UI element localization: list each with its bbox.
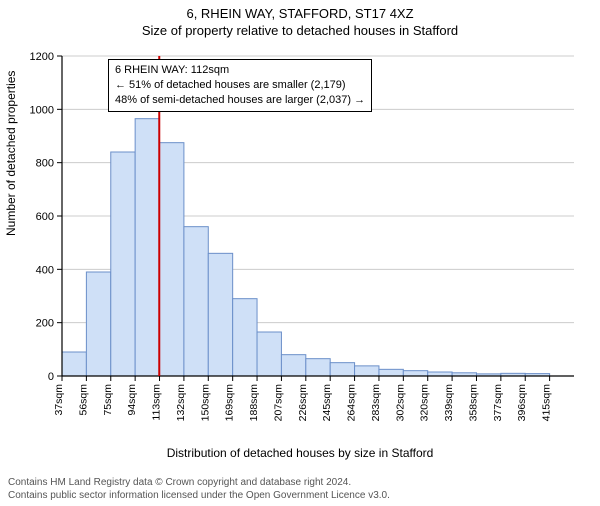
title-main: 6, RHEIN WAY, STAFFORD, ST17 4XZ [0,6,600,21]
svg-text:94sqm: 94sqm [126,384,138,416]
svg-text:1200: 1200 [30,51,54,63]
svg-text:169sqm: 169sqm [224,384,236,422]
svg-text:200: 200 [36,318,54,330]
svg-text:37sqm: 37sqm [53,384,65,416]
footer: Contains HM Land Registry data © Crown c… [8,477,592,502]
x-axis-label: Distribution of detached houses by size … [0,446,600,460]
svg-text:264sqm: 264sqm [346,384,358,422]
svg-text:339sqm: 339sqm [443,384,455,422]
svg-text:0: 0 [48,371,54,383]
svg-text:132sqm: 132sqm [175,384,187,422]
svg-text:226sqm: 226sqm [297,384,309,422]
svg-text:600: 600 [36,211,54,223]
info-box: 6 RHEIN WAY: 112sqm ← 51% of detached ho… [108,59,372,112]
svg-text:320sqm: 320sqm [419,384,431,422]
svg-text:56sqm: 56sqm [77,384,89,416]
info-box-line3: 48% of semi-detached houses are larger (… [115,93,365,108]
svg-text:188sqm: 188sqm [248,384,260,422]
footer-line2: Contains public sector information licen… [8,490,592,503]
svg-text:415sqm: 415sqm [541,384,553,422]
svg-text:207sqm: 207sqm [272,384,284,422]
svg-text:75sqm: 75sqm [102,384,114,416]
svg-text:400: 400 [36,264,54,276]
footer-line1: Contains HM Land Registry data © Crown c… [8,477,592,490]
svg-text:302sqm: 302sqm [394,384,406,422]
svg-text:283sqm: 283sqm [370,384,382,422]
svg-text:800: 800 [36,158,54,170]
info-box-line1: 6 RHEIN WAY: 112sqm [115,63,365,78]
svg-text:396sqm: 396sqm [516,384,528,422]
svg-text:358sqm: 358sqm [467,384,479,422]
svg-text:377sqm: 377sqm [492,384,504,422]
info-box-line2: ← 51% of detached houses are smaller (2,… [115,78,365,93]
svg-text:1000: 1000 [30,104,54,116]
title-sub: Size of property relative to detached ho… [0,23,600,38]
svg-text:113sqm: 113sqm [151,384,163,421]
svg-text:150sqm: 150sqm [199,384,211,422]
svg-text:245sqm: 245sqm [321,384,333,422]
